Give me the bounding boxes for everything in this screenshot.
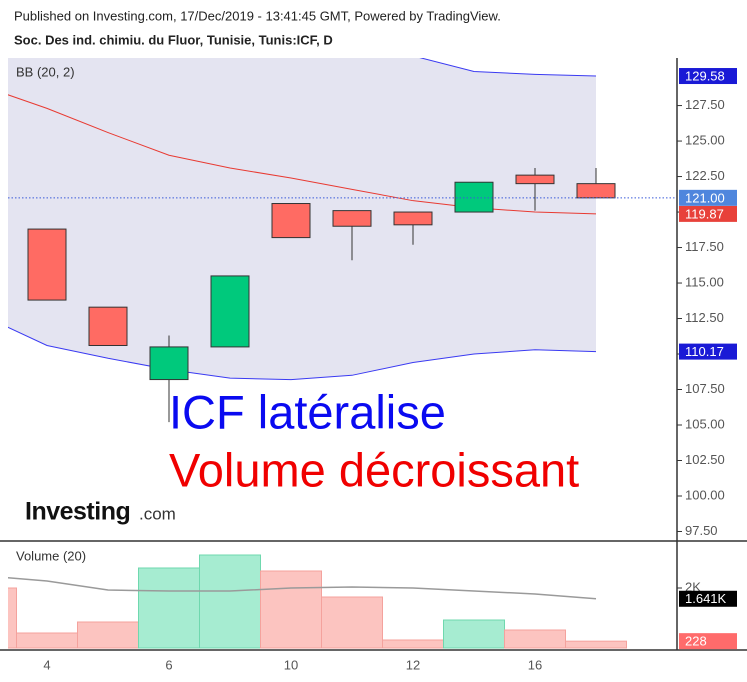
volume-bar <box>16 632 78 649</box>
price-panel: 97.50100.00102.50105.00107.50110.00112.5… <box>8 58 725 672</box>
candle-body <box>149 346 189 381</box>
axis-tags: 129.58 119.87 110.17 121.00 1.641K 228 <box>679 68 737 650</box>
y-tick-label: 112.50 <box>685 310 724 325</box>
instrument-title: Soc. Des ind. chimiu. du Fluor, Tunisie,… <box>14 32 333 47</box>
y-tick-label: 125.00 <box>685 132 725 147</box>
band-upper <box>419 58 597 77</box>
y-tick-label: 122.50 <box>685 168 725 183</box>
indicator-label: BB (20, 2) <box>16 64 75 79</box>
volume-ma-tag: 1.641K <box>685 591 727 606</box>
logo-brand: Investing <box>25 498 130 526</box>
x-tick-label: 16 <box>528 657 542 672</box>
last-price-tag: 121.00 <box>685 190 725 205</box>
candle-body <box>576 183 616 199</box>
volume-bar <box>443 619 505 649</box>
volume-bar <box>321 596 383 649</box>
band-upper-tag: 129.58 <box>685 68 725 83</box>
volume-bar <box>504 629 566 649</box>
y-tick-label: 102.50 <box>685 452 725 467</box>
candle-body <box>271 203 311 239</box>
y-tick-label: 115.00 <box>685 274 724 289</box>
volume-ma <box>8 577 597 600</box>
band-lower-tag-box <box>679 343 737 360</box>
x-tick-label: 6 <box>165 657 172 672</box>
y-tick-label: 117.50 <box>685 239 724 254</box>
volume-ma-tag-box <box>679 590 737 607</box>
volume-title: Volume (20) <box>16 548 86 563</box>
candle-body <box>393 211 433 226</box>
band-lower-tag: 110.17 <box>685 344 724 359</box>
band-middle-tag-box <box>679 205 737 222</box>
volume-bar <box>138 567 200 649</box>
y-tick-label: 2K <box>685 579 701 594</box>
candle-body <box>210 275 250 348</box>
y-tick-label: 105.00 <box>685 416 725 431</box>
volume-last-tag: 228 <box>685 634 707 649</box>
volume-panel: 2K Volume (20) <box>8 548 701 649</box>
candle-body <box>332 210 372 227</box>
logo-suffix: .com <box>139 504 176 523</box>
candle-body <box>27 228 67 301</box>
volume-bar <box>8 587 17 649</box>
y-tick-label: 127.50 <box>685 97 725 112</box>
band-middle <box>8 94 597 215</box>
volume-plot <box>8 554 627 649</box>
y-tick-label: 100.00 <box>685 487 725 502</box>
last-price-tag-box <box>679 189 737 206</box>
x-tick-label: 4 <box>43 657 50 672</box>
x-tick-label: 12 <box>406 657 420 672</box>
band-lower <box>8 326 597 381</box>
candle-body <box>88 306 128 346</box>
x-tick-label: 10 <box>284 657 298 672</box>
volume-bar <box>260 570 322 649</box>
volume-bar <box>199 554 261 649</box>
annotation: ICF latéralise <box>169 385 446 438</box>
candle-body <box>515 174 555 185</box>
band-upper-tag-box <box>679 68 737 85</box>
volume-last-tag-box <box>679 633 737 650</box>
volume-bar <box>77 621 139 649</box>
y-tick-label: 107.50 <box>685 381 725 396</box>
candle-body <box>454 181 494 213</box>
volume-bar <box>382 639 444 649</box>
published-note: Published on Investing.com, 17/Dec/2019 … <box>14 8 501 23</box>
band-middle-tag: 119.87 <box>685 206 724 221</box>
y-tick-label: 97.50 <box>685 523 718 538</box>
annotation: Volume décroissant <box>169 443 579 496</box>
price-plot <box>8 58 616 423</box>
volume-bar <box>565 640 627 649</box>
